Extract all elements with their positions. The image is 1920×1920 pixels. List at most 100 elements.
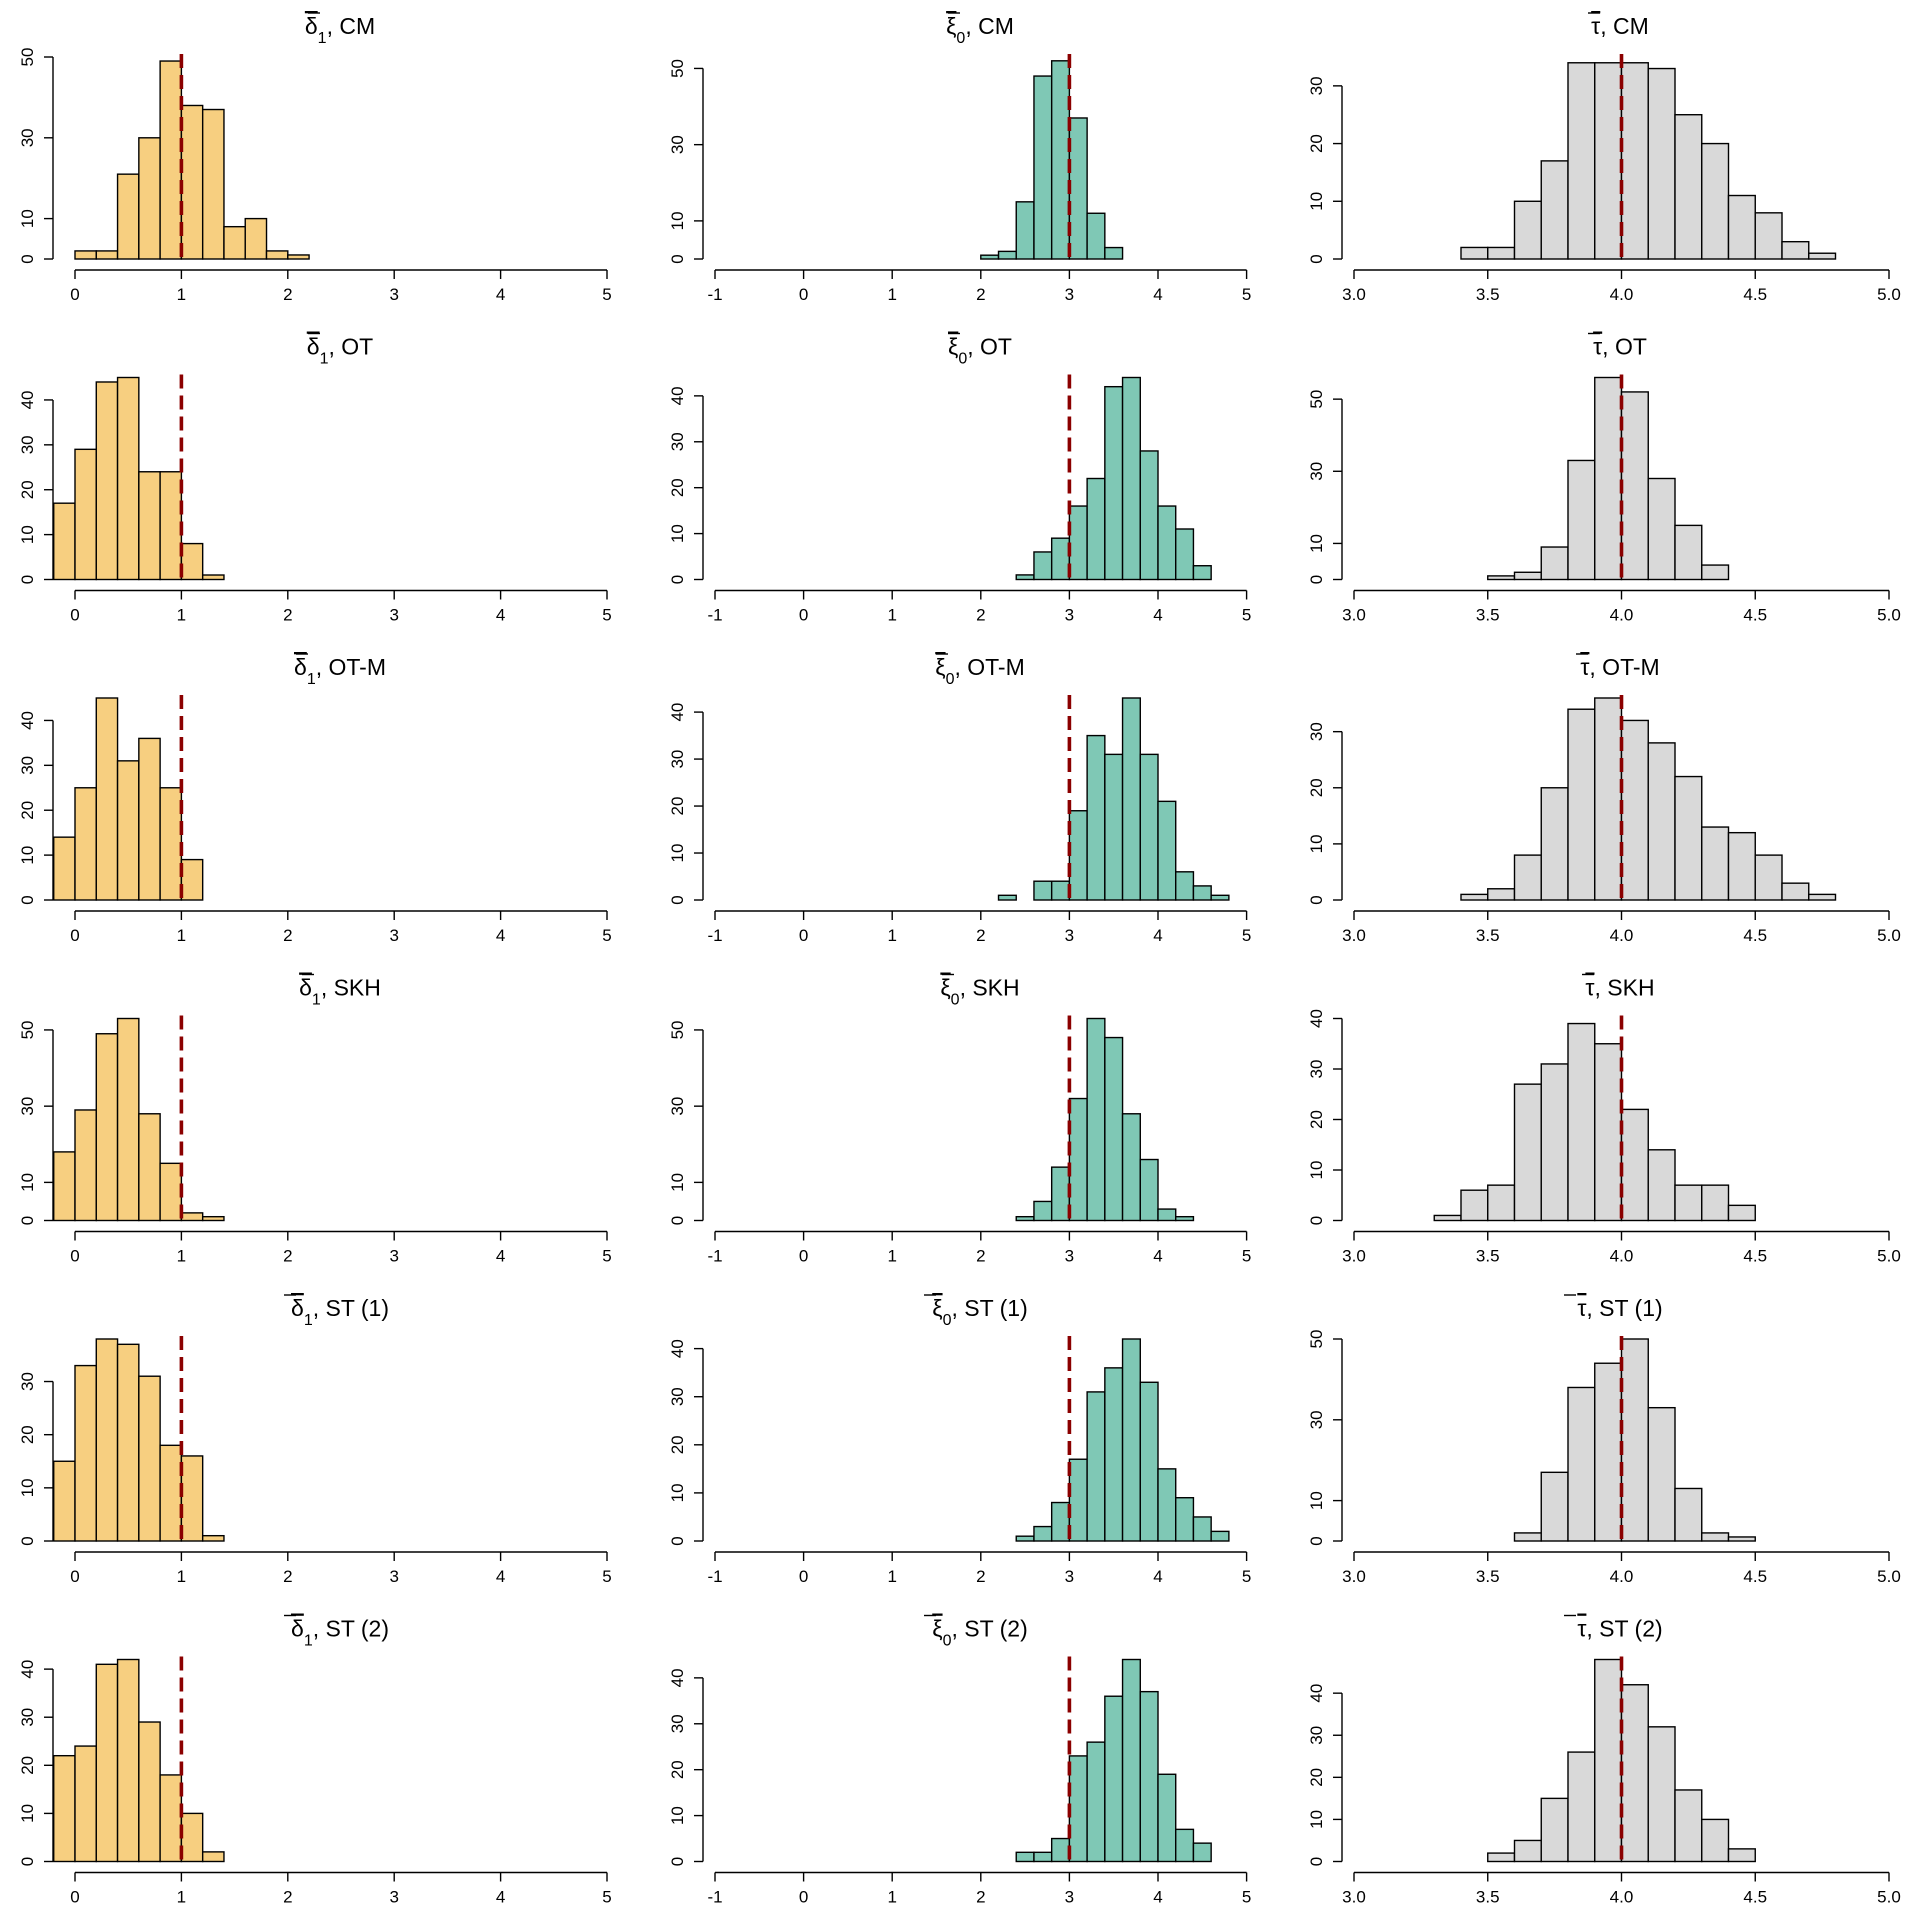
x-tick-label: 5	[1242, 1567, 1251, 1586]
histogram-bar	[1620, 719, 1649, 901]
histogram-bar	[1567, 459, 1596, 581]
y-tick-label: 0	[668, 895, 687, 904]
y-tick-label: 20	[668, 1435, 687, 1454]
histogram-bar	[1050, 880, 1071, 901]
histogram-bar	[95, 381, 119, 581]
histogram-bar	[138, 471, 161, 581]
histogram-bar	[159, 60, 183, 260]
histogram-bar	[997, 250, 1017, 260]
x-tick-label: 4.0	[1610, 926, 1634, 945]
histogram-bar	[1068, 810, 1088, 901]
histogram-bar	[1460, 1189, 1489, 1222]
y-tick-label: 40	[18, 1660, 37, 1679]
title-symbol: τ	[1577, 1616, 1586, 1642]
histogram-bar	[1086, 1017, 1106, 1222]
title-method: , CM	[965, 13, 1014, 39]
x-tick-label: 4	[496, 1567, 505, 1586]
histogram-bar	[1015, 1535, 1035, 1542]
x-tick-label: 4.5	[1743, 1888, 1767, 1907]
histogram-bar	[1567, 708, 1596, 901]
histogram-bar	[1015, 1215, 1035, 1222]
title-subscript: 0	[951, 991, 960, 1008]
title-symbol: ξ	[935, 654, 945, 680]
histogram-bar	[1175, 1215, 1195, 1222]
x-tick-label: 3.5	[1476, 285, 1500, 304]
histogram-bar	[116, 376, 140, 581]
x-tick-label: 5	[602, 1247, 611, 1266]
x-tick-label: 2	[976, 1888, 985, 1907]
x-tick-label: 5	[602, 1888, 611, 1907]
x-tick-label: 0	[70, 1567, 79, 1586]
title-method: , ST (2)	[951, 1616, 1027, 1642]
histogram-bar	[1033, 551, 1053, 581]
histogram-bar	[1781, 240, 1810, 260]
panel-title: ξ0, OT	[948, 334, 1012, 368]
x-tick-label: 5	[602, 606, 611, 625]
title-method: , ST (1)	[951, 1295, 1027, 1321]
x-tick-label: 2	[283, 606, 292, 625]
histogram-bar	[116, 1017, 140, 1222]
histogram-bar	[1620, 391, 1649, 581]
panel-title: δ1, SKH	[299, 975, 381, 1009]
histogram-bar	[1157, 1208, 1177, 1222]
histogram-bar	[180, 542, 204, 581]
title-method: , OT	[328, 334, 373, 360]
y-tick-label: 30	[668, 1714, 687, 1733]
title-method: , OT-M	[1589, 654, 1659, 680]
x-tick-label: 1	[177, 1888, 186, 1907]
panel-title: ξ0, ST (2)	[932, 1616, 1027, 1650]
histogram-bar	[1121, 376, 1141, 581]
x-tick-label: 2	[976, 1567, 985, 1586]
histogram-bar	[1567, 1386, 1596, 1542]
x-tick-label: -1	[707, 1567, 722, 1586]
x-tick-label: 1	[887, 1888, 896, 1907]
title-method: , CM	[327, 13, 376, 39]
x-tick-label: 0	[799, 1567, 808, 1586]
x-tick-label: 3	[389, 926, 398, 945]
y-tick-label: 10	[18, 1804, 37, 1823]
x-tick-label: 4	[496, 1247, 505, 1266]
histogram-bar	[1540, 1471, 1569, 1542]
histogram-bar	[116, 1343, 140, 1542]
histogram-bar	[138, 1113, 161, 1222]
x-tick-label: 5	[602, 1567, 611, 1586]
histogram-bar	[1701, 1532, 1730, 1542]
title-method: , OT-M	[316, 654, 386, 680]
y-tick-label: 30	[668, 432, 687, 451]
x-tick-label: 5.0	[1877, 1247, 1901, 1266]
histogram-bar	[1157, 505, 1177, 581]
title-symbol: ξ	[946, 13, 956, 39]
title-method: , ST (2)	[1586, 1616, 1662, 1642]
histogram-bar	[1175, 528, 1195, 581]
title-subscript: 1	[312, 991, 321, 1008]
x-tick-label: 1	[177, 926, 186, 945]
title-symbol: τ	[1593, 334, 1602, 360]
x-tick-label: 5	[1242, 1888, 1251, 1907]
histogram-bar	[159, 1444, 183, 1542]
y-tick-label: 10	[1307, 834, 1326, 853]
histogram-bar	[1754, 854, 1783, 901]
panel-tau_SKH: τ, SKH 3.0 3.5 4.0 4.5 5.0 0 10 20 30 40	[1307, 973, 1901, 1266]
x-tick-label: 1	[177, 285, 186, 304]
histogram-bar	[159, 1774, 183, 1863]
histogram-bar	[159, 1162, 183, 1222]
x-tick-label: 4.5	[1743, 1247, 1767, 1266]
x-tick-label: 2	[976, 606, 985, 625]
histogram-bar	[1192, 885, 1212, 901]
title-symbol: δ	[294, 654, 307, 680]
x-tick-label: 1	[177, 1567, 186, 1586]
y-tick-label: 20	[668, 1760, 687, 1779]
y-tick-label: 20	[18, 801, 37, 820]
y-tick-label: 0	[18, 1536, 37, 1545]
x-tick-label: 3.5	[1476, 1247, 1500, 1266]
histogram-bar	[1594, 1362, 1623, 1542]
histogram-bar	[1701, 1184, 1730, 1222]
x-tick-label: 3	[1065, 285, 1074, 304]
histogram-bar	[1487, 888, 1516, 901]
histogram-bar	[1157, 1468, 1177, 1542]
title-subscript: 1	[304, 1632, 313, 1649]
y-tick-label: 0	[1307, 895, 1326, 904]
